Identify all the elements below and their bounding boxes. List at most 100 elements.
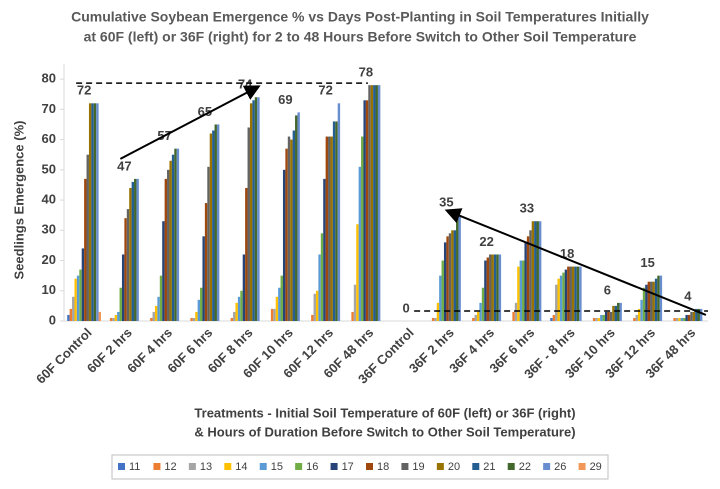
data-label: 72 [318,83,332,98]
data-label: 15 [640,255,654,270]
bar [441,260,444,321]
bar [453,230,457,321]
bar [295,115,298,322]
bar [86,154,89,321]
y-tick-label: 40 [42,191,56,206]
legend-label: 15 [271,461,283,473]
bar [479,302,482,321]
bar [552,314,556,321]
bar [373,85,376,321]
y-tick-label: 10 [42,282,56,297]
bar [240,290,243,321]
bar [489,254,492,321]
bar [602,314,605,321]
x-axis-title: & Hours of Duration Before Switch to Oth… [194,424,575,439]
bar [154,305,158,321]
bar [531,221,535,321]
data-label: 47 [117,158,131,173]
bar [167,169,170,321]
bar [230,317,234,321]
bar [597,317,601,321]
bar [443,242,447,321]
bar [635,314,638,321]
bar [645,284,648,321]
bar [292,130,296,321]
bar [328,136,331,321]
bar [202,236,205,321]
x-axis-title: Treatments - Initial Soil Temperature of… [194,405,575,420]
legend-label: 17 [342,461,354,473]
bar [695,308,698,321]
y-tick-label: 80 [42,71,56,86]
bar [278,287,281,321]
bar [559,275,563,321]
legend-swatch [224,463,232,470]
legend-swatch [259,463,267,470]
bar [476,311,480,321]
bar [607,311,610,321]
y-tick-label: 30 [42,222,56,237]
data-label: 65 [198,104,212,119]
bar [242,254,246,321]
bar [204,203,208,321]
bar [446,236,449,321]
bar [337,103,341,322]
bar [313,293,316,321]
bar [356,224,359,321]
bar [448,233,452,321]
bar [436,302,440,321]
bar [280,275,283,321]
bar [439,275,442,321]
bar [517,266,520,321]
bar [252,100,255,322]
bar [159,275,163,321]
bar [285,148,288,321]
bar [332,121,336,322]
bar [474,314,477,321]
data-label: 22 [479,234,493,249]
bar [330,136,333,321]
bar [176,148,180,321]
bar [609,311,613,321]
bar [254,97,258,322]
bar [678,317,681,321]
bar [245,187,248,321]
bar [652,281,655,321]
bar [659,275,663,321]
bar [569,266,572,321]
bar [192,317,196,321]
bar [595,317,598,321]
bar [458,215,461,321]
bar [687,314,691,321]
bar [536,221,539,321]
bar [325,136,329,321]
bar [76,275,80,321]
data-label: 35 [439,195,453,210]
bar [200,287,203,321]
bar [93,103,97,322]
bar [377,85,381,321]
legend-label: 18 [377,461,389,473]
bar [235,302,238,321]
bar [619,302,622,321]
bar [290,139,293,321]
legend-label: 26 [554,461,566,473]
legend-label: 21 [483,461,495,473]
bar [675,317,679,321]
bar [365,100,369,322]
legend-label: 11 [129,461,140,473]
legend-swatch [153,463,161,470]
bar [472,317,475,321]
bar [496,254,499,321]
chart-title: at 60F (left) or 36F (right) for 2 to 48… [84,29,637,45]
bar [538,221,542,321]
bar [79,269,82,321]
bar [136,178,139,321]
bar [91,103,94,322]
bar [486,257,490,321]
bar [514,302,518,321]
bar [216,124,220,322]
bar [207,166,210,321]
bar [576,266,580,321]
